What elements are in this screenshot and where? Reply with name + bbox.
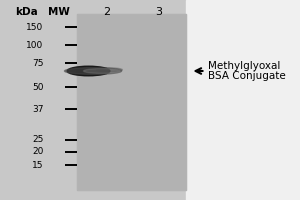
Text: 2: 2 bbox=[103, 7, 110, 17]
Text: 37: 37 bbox=[32, 104, 44, 114]
Text: 100: 100 bbox=[26, 40, 44, 49]
Ellipse shape bbox=[64, 68, 122, 74]
Bar bbox=[76, 14, 186, 190]
Bar bbox=[186, 0, 300, 200]
Text: 15: 15 bbox=[32, 160, 44, 170]
Ellipse shape bbox=[67, 66, 110, 76]
Ellipse shape bbox=[97, 68, 122, 72]
Text: 3: 3 bbox=[155, 7, 163, 17]
Text: kDa: kDa bbox=[16, 7, 38, 17]
Text: 25: 25 bbox=[32, 136, 44, 144]
Text: 50: 50 bbox=[32, 83, 44, 92]
Text: 150: 150 bbox=[26, 22, 44, 31]
Text: 20: 20 bbox=[32, 148, 44, 156]
Ellipse shape bbox=[83, 69, 121, 73]
Text: Methylglyoxal: Methylglyoxal bbox=[208, 61, 281, 71]
Text: MW: MW bbox=[48, 7, 69, 17]
Bar bbox=[76, 14, 186, 190]
Text: BSA Conjugate: BSA Conjugate bbox=[208, 71, 286, 81]
Text: 75: 75 bbox=[32, 58, 44, 68]
